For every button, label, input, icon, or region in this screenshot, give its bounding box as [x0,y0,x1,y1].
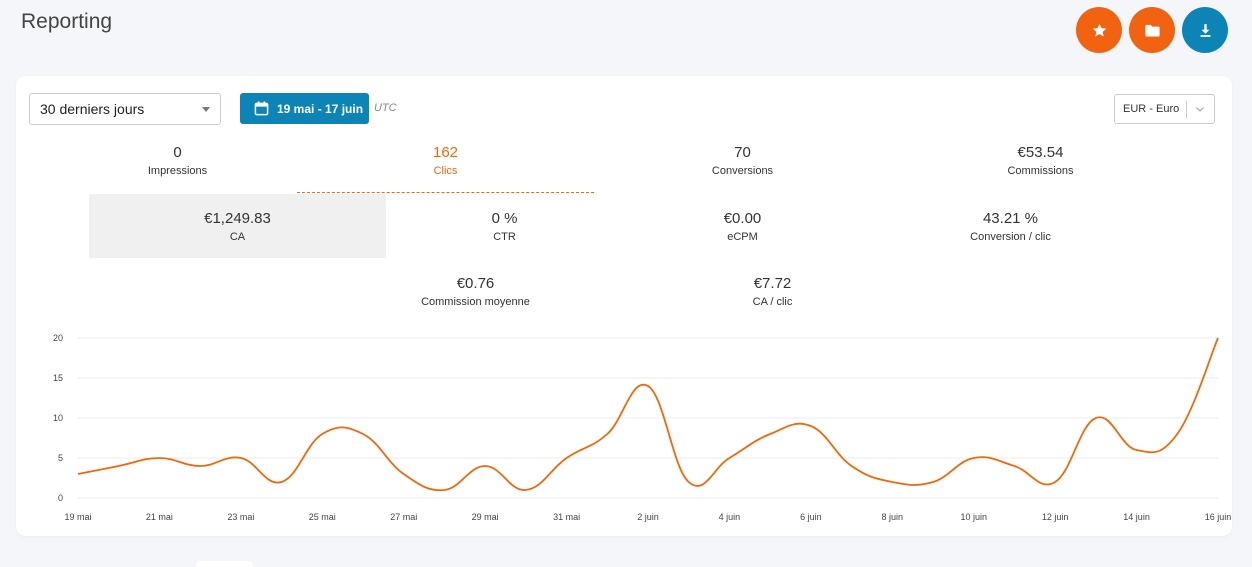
metric-ecpm[interactable]: €0.00 eCPM [594,210,891,245]
x-tick-label: 8 juin [882,512,904,522]
metric-conversions[interactable]: 70 Conversions [594,144,891,179]
download-icon [1200,23,1210,37]
series-line [77,337,1219,492]
metric-label: CA [229,231,246,243]
x-tick-label: 29 mai [472,512,499,522]
folder-button[interactable] [1129,7,1175,53]
report-card: 30 derniers jours 19 mai - 17 juin UTC E… [16,76,1232,536]
metric-value: 0 [173,144,182,161]
metric-label: Conversions [711,165,774,177]
y-tick-label: 10 [53,413,63,423]
metric-clics[interactable]: 162 Clics [297,144,594,193]
currency-select[interactable]: EUR - Euro [1114,94,1215,124]
metric-conversion-clic[interactable]: 43.21 % Conversion / clic [862,210,1159,245]
metric-label: Commissions [1007,165,1074,177]
metric-commission-moyenne[interactable]: €0.76 Commission moyenne [327,275,624,310]
metric-value: €0.76 [456,275,495,292]
star-icon [1092,23,1106,37]
line-chart: 0 5 10 15 20 19 mai 21 mai 23 mai 25 mai 27 mai 29… [53,333,1232,522]
y-tick-label: 15 [53,373,63,383]
metric-label: Commission moyenne [421,296,530,308]
caret-down-icon [202,107,210,112]
x-tick-label: 21 mai [146,512,173,522]
metric-commissions[interactable]: €53.54 Commissions [892,144,1189,179]
metric-value: €53.54 [1017,144,1064,161]
date-range-button[interactable]: 19 mai - 17 juin [240,93,369,124]
metric-label: CTR [493,231,516,243]
x-tick-label: 27 mai [390,512,417,522]
x-tick-label: 6 juin [800,512,822,522]
download-button[interactable] [1182,7,1228,53]
timezone-label: UTC [374,102,397,114]
y-tick-label: 20 [53,333,63,343]
metric-label: eCPM [727,231,758,243]
x-tick-label: 23 mai [227,512,254,522]
x-tick-label: 19 mai [64,512,91,522]
metric-value: 162 [432,144,459,161]
y-tick-label: 0 [58,493,63,503]
x-tick-label: 31 mai [553,512,580,522]
metric-impressions[interactable]: 0 Impressions [29,144,326,179]
metric-value: €0.00 [723,210,762,227]
bottom-tab[interactable] [196,561,253,567]
calendar-icon [254,101,269,116]
metric-label: Impressions [147,165,208,177]
period-select[interactable]: 30 derniers jours [29,93,221,125]
folder-icon [1144,24,1160,37]
page-title: Reporting [21,10,113,33]
metric-ca-clic[interactable]: €7.72 CA / clic [624,275,921,310]
metric-value: €1,249.83 [204,210,271,227]
currency-select-value: EUR - Euro [1123,103,1180,115]
x-tick-label: 16 juin [1205,512,1232,522]
x-tick-label: 25 mai [309,512,336,522]
select-divider [1186,101,1187,118]
metric-label: Clics [433,165,458,177]
chevron-down-icon [1196,107,1204,112]
metric-label: Conversion / clic [970,231,1051,243]
period-select-value: 30 derniers jours [40,101,145,117]
metric-label: CA / clic [752,296,793,308]
x-tick-label: 2 juin [637,512,659,522]
x-tick-label: 4 juin [719,512,741,522]
metric-ctr[interactable]: 0 % CTR [356,210,653,245]
x-tick-label: 10 juin [960,512,987,522]
metric-value: 70 [734,144,751,161]
metric-value: €7.72 [753,275,792,292]
x-tick-label: 14 juin [1123,512,1150,522]
metric-value: 43.21 % [982,210,1039,227]
y-tick-label: 5 [58,453,63,463]
favorite-button[interactable] [1076,7,1122,53]
metric-value: 0 % [491,210,518,227]
x-tick-label: 12 juin [1042,512,1069,522]
metric-ca[interactable]: €1,249.83 CA [89,194,386,258]
date-range-label: 19 mai - 17 juin [277,101,364,116]
